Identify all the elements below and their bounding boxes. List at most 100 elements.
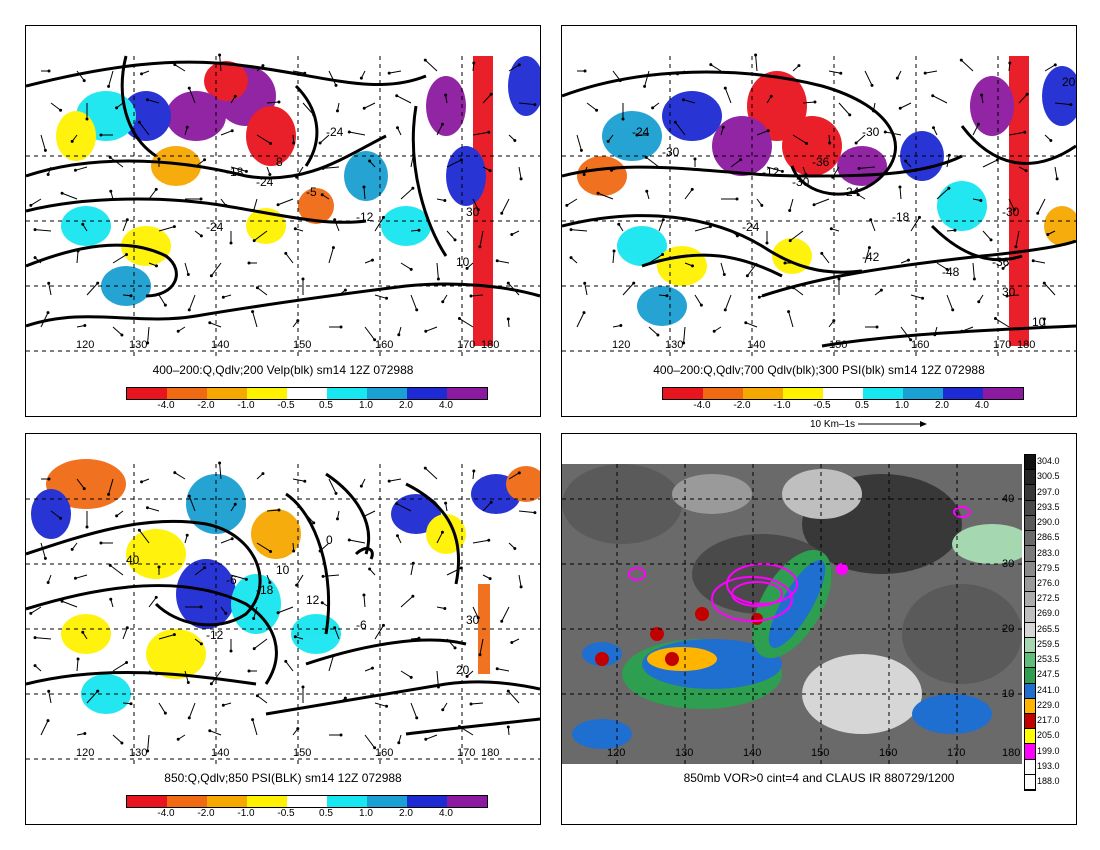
wind-vector-head [140,72,144,76]
wind-vector [472,606,479,619]
wind-vector-head [199,197,203,201]
colorbar-swatch [287,796,327,807]
lon-label: 120 [612,339,630,351]
wind-vector-head [303,71,307,75]
wind-vector-head [252,239,256,243]
wind-vector-head [533,103,537,107]
wind-vector-head [362,185,366,189]
contour-label: 20 [1062,75,1076,89]
ir-colorbar-swatch [1025,485,1035,501]
wind-vector-head [721,125,725,129]
wind-vector-head [145,98,149,102]
ir-colorbar-label: 304.0 [1037,456,1060,467]
wind-vector [147,507,160,512]
wind-vector-head [904,159,908,163]
wind-vector-head [85,117,89,121]
wind-vector [257,287,268,296]
wind-vector [112,254,127,264]
wind-vector [138,529,150,544]
wind-vector-head [415,308,419,312]
wind-vector-head [146,749,150,753]
ir-colorbar-label: 290.0 [1037,517,1060,528]
colorbar-tick-label: -0.5 [277,808,295,819]
colorbar-labels: -4.0 -2.0 -1.0 -0.5 0.5 1.0 2.0 4.0 [662,400,1022,412]
wind-vector [571,229,588,232]
wind-vector [501,198,510,214]
wind-vector-head [621,117,625,121]
wind-vector [792,134,807,144]
wind-vector-head [83,731,87,735]
wind-vector [982,230,992,241]
wind-vector-head [209,274,213,278]
lat-label: 30 [1002,558,1015,570]
wind-vector-head [797,64,801,68]
wind-vector [436,262,439,279]
wind-vector [400,670,412,678]
wind-vector [138,121,150,136]
wind-vector-head [46,311,50,315]
wind-vector-head [284,251,288,255]
wind-vector-head [1031,259,1035,263]
wind-vector-head [186,273,190,277]
ir-colorbar-swatch [1025,531,1035,547]
wind-vector-head [335,517,339,521]
wind-vector [76,251,79,264]
wind-vector [900,326,912,341]
wind-vector-head [187,308,191,312]
wind-vector-head [923,71,927,75]
wind-vector-head [397,333,401,337]
wind-vector [1015,230,1020,247]
wind-vector-head [813,100,817,104]
lon-label: 140 [211,747,229,759]
wind-vector [364,326,376,341]
wind-vector-head [208,729,212,733]
map-plot: 120 130 140 150 160 170 180 -18 -12 -6 -6 0 12 10 20 30… [26,459,540,764]
panel-upper-right: 120 130 140 150 160 170 180 -30 -24 -18 -12 -30 -24-… [561,25,1077,417]
wind-vector [396,503,412,512]
wind-vector [75,574,88,579]
wind-vector-head [804,172,808,176]
wind-vector-head [187,716,191,720]
wind-vector-head [411,153,415,157]
wind-vector-head [33,636,37,640]
contour-label: -36 [992,255,1010,269]
wind-vector [972,262,975,279]
ir-colorbar-swatch [1025,729,1035,745]
wind-vector [253,230,268,242]
wind-vector [349,131,366,136]
wind-vector-head [972,277,976,281]
wind-vector [813,198,830,206]
wind-vector [319,134,330,144]
wind-vector [48,283,52,296]
wind-vector [285,661,294,672]
wind-vector [424,59,438,72]
wind-vector-head [979,199,983,203]
colorbar-swatch [943,388,983,399]
wind-vector-head [500,619,504,623]
colorbar-swatch [247,388,287,399]
wind-vector [745,322,758,328]
wind-vector [112,662,127,672]
contour-label: -6 [356,618,367,632]
wind-vector-head [953,228,957,232]
ir-colorbar-swatch [1025,774,1035,791]
wind-vector-head [173,63,177,67]
wind-vector [724,294,732,311]
contour-label: -30 [1002,205,1020,219]
wind-vector-head [335,109,339,113]
wind-vector-head [436,277,440,281]
wind-vector-head [735,197,739,201]
panel-lower-left: 120 130 140 150 160 170 180 -18 -12 -6 -6 0 12 10 20 30… [25,433,541,825]
wind-vector-head [252,647,256,651]
wind-vector-head [487,130,491,134]
wind-vector-head [513,546,517,550]
wind-vector [611,166,624,171]
wind-vector [109,156,124,168]
wind-vector-head [583,69,587,73]
wind-vector-head [334,491,338,495]
wind-vector [518,510,535,514]
lat-labels: 40 30 20 10 [1002,464,1022,764]
wind-vector-head [959,58,963,62]
wind-vector-head [879,288,883,292]
wind-vector [400,187,414,200]
